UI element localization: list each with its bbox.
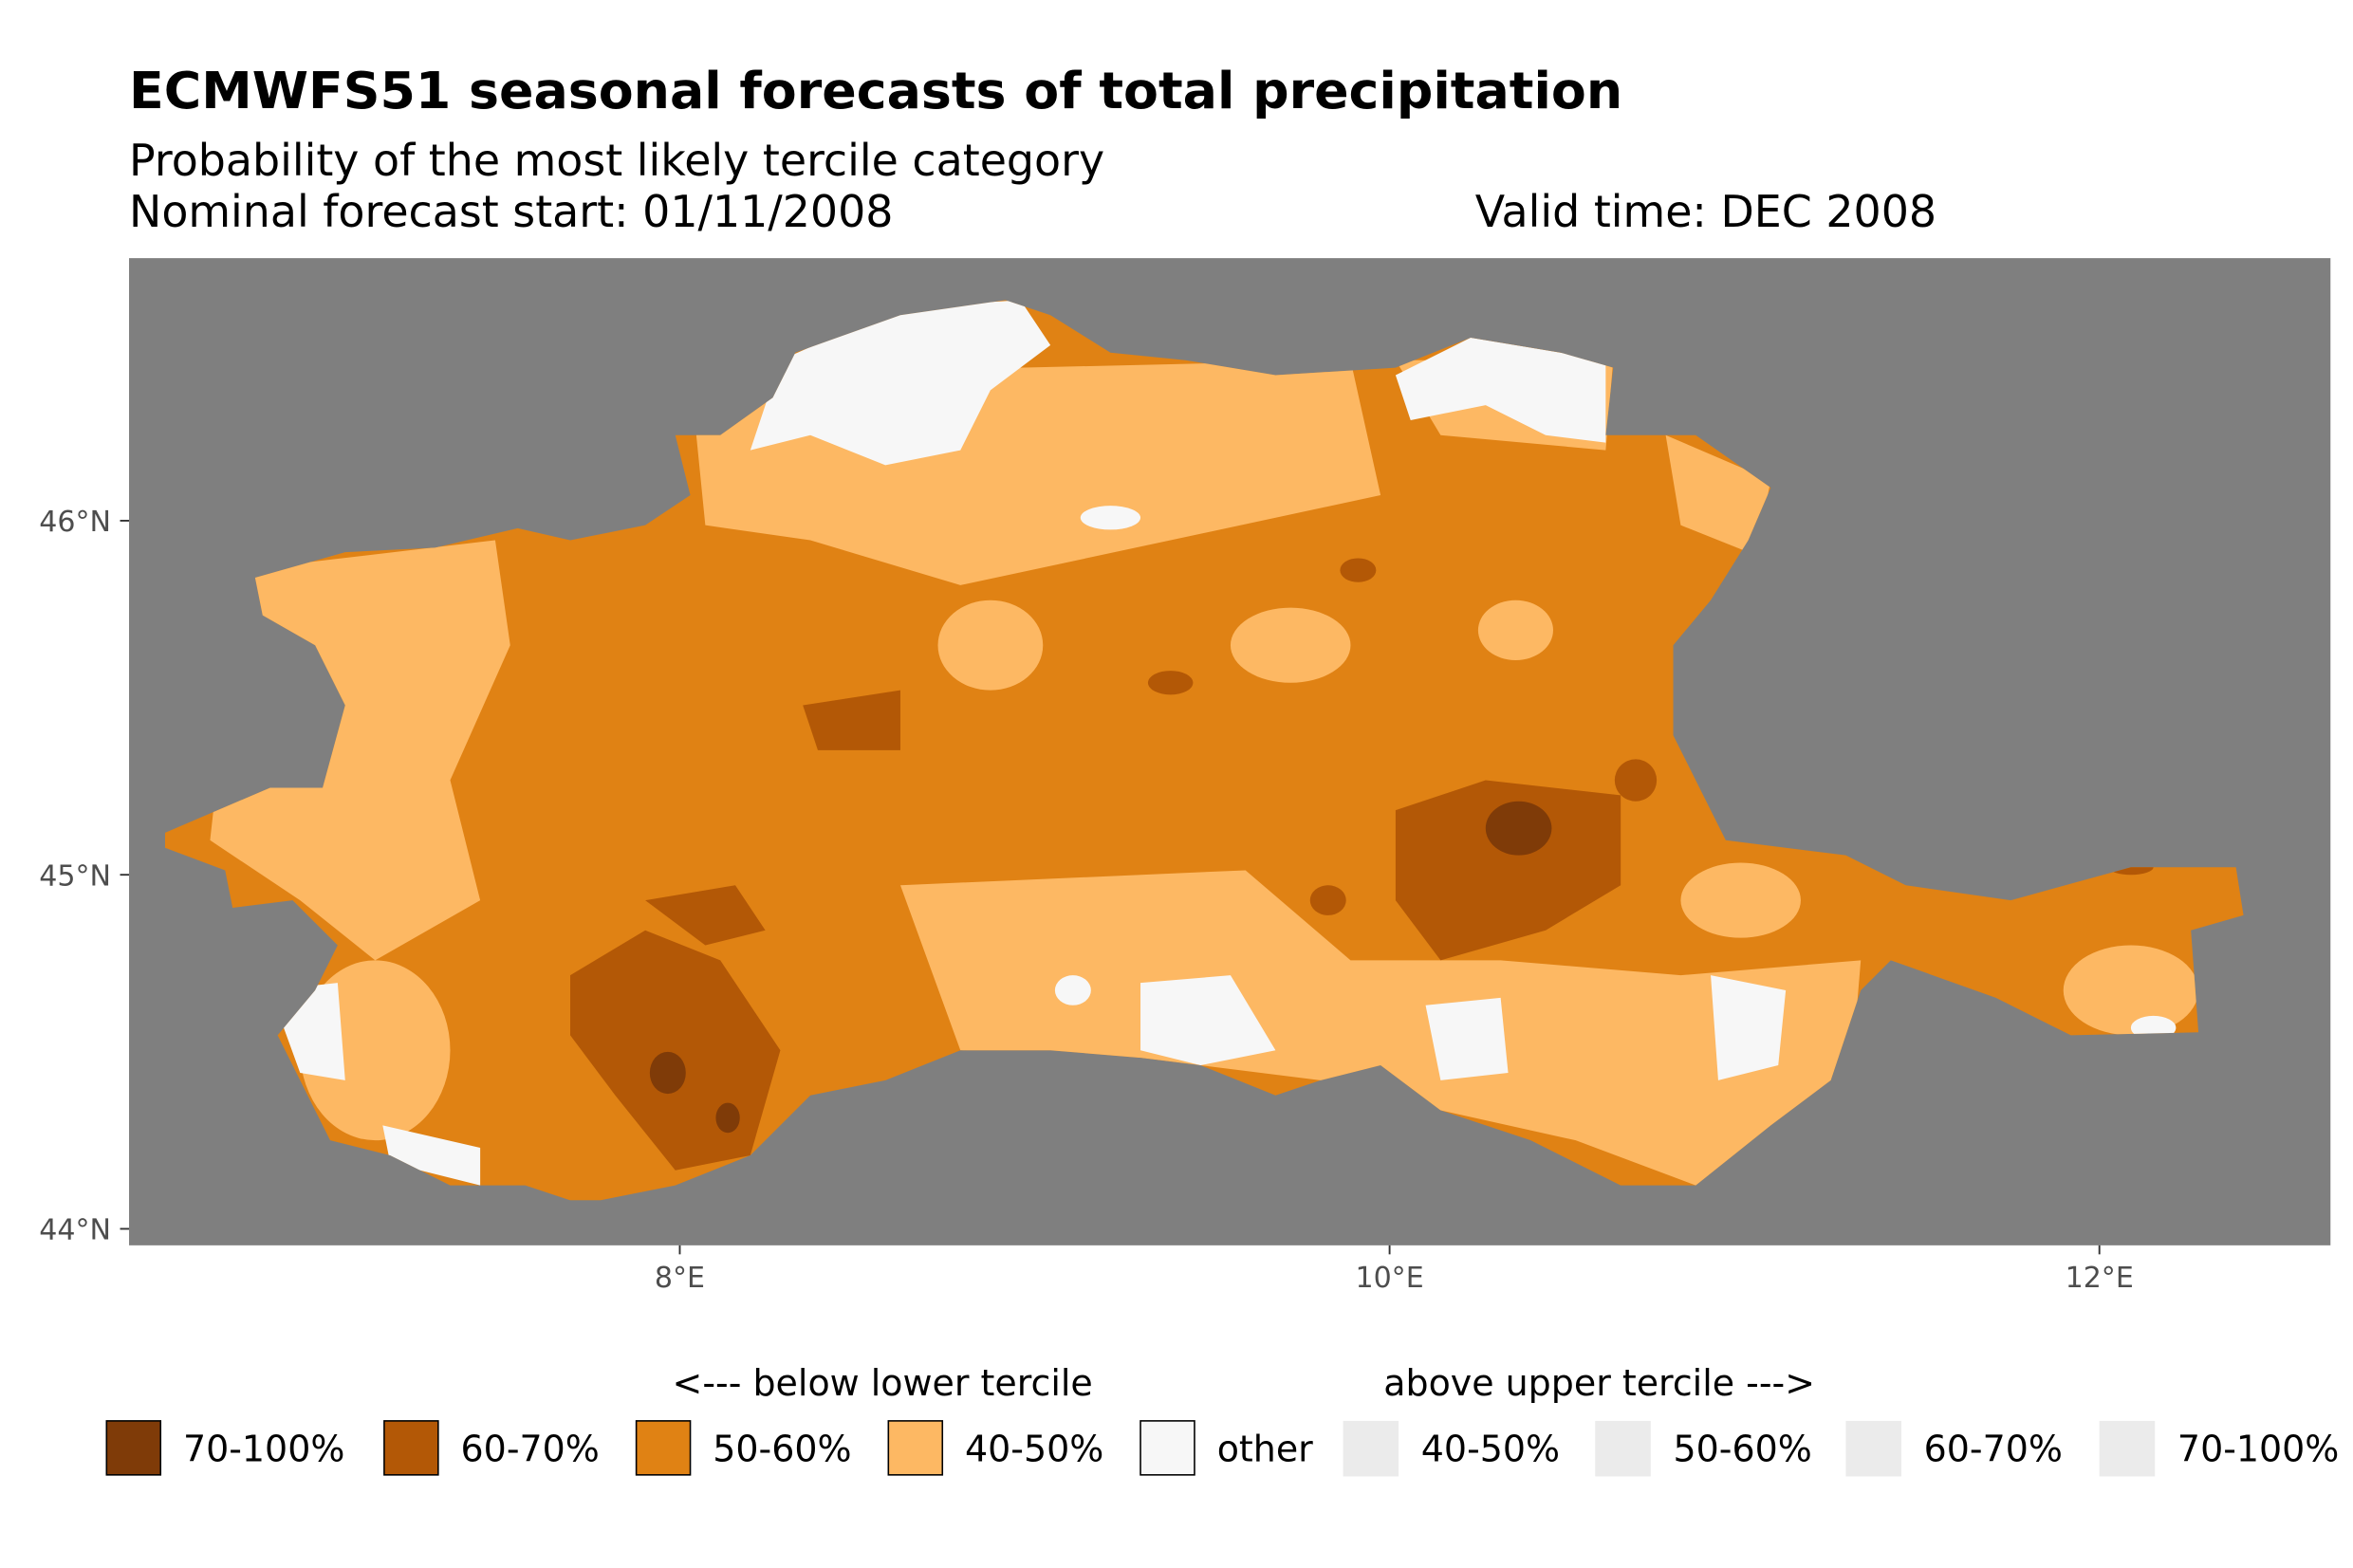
legend-label: 70-100%: [183, 1429, 344, 1470]
chart-subtitle: Probability of the most likely tercile c…: [129, 135, 1104, 186]
y-tick-label: 44°N: [39, 1214, 111, 1247]
y-axis: 46°N 45°N 44°N: [39, 506, 130, 1247]
legend-swatch: [383, 1420, 439, 1476]
forecast-start: Nominal forecast start: 01/11/2008: [129, 186, 893, 237]
legend: <--- below lower tercile above upper ter…: [105, 1362, 2339, 1477]
legend-label: 60-70%: [1924, 1429, 2063, 1470]
legend-swatch: [1845, 1420, 1901, 1477]
legend-label: 40-50%: [1421, 1429, 1560, 1470]
legend-label: other: [1217, 1429, 1313, 1470]
legend-label: 40-50%: [965, 1429, 1103, 1470]
legend-label: 50-60%: [1674, 1429, 1812, 1470]
legend-swatch: [1139, 1420, 1195, 1476]
valid-time: Valid time: DEC 2008: [1475, 186, 1936, 237]
legend-below-title: <--- below lower tercile: [673, 1362, 1093, 1404]
legend-swatch: [635, 1420, 692, 1476]
legend-label: 50-60%: [713, 1429, 851, 1470]
legend-above-title: above upper tercile --->: [1383, 1362, 1815, 1404]
legend-swatch: [105, 1420, 162, 1476]
x-tick-label: 12°E: [2066, 1262, 2134, 1295]
x-tick-label: 8°E: [655, 1262, 705, 1295]
legend-swatch: [2099, 1420, 2156, 1477]
x-tick-label: 10°E: [1355, 1262, 1423, 1295]
cells-70-100: [649, 801, 1552, 1134]
x-axis: 8°E 10°E 12°E: [655, 1245, 2134, 1295]
y-tick-label: 45°N: [39, 859, 111, 893]
legend-swatch: [1343, 1420, 1399, 1477]
chart-title: ECMWFS51 seasonal forecasts of total pre…: [129, 61, 1622, 120]
y-tick-label: 46°N: [39, 506, 111, 539]
legend-swatch: [1595, 1420, 1651, 1477]
legend-label: 60-70%: [461, 1429, 600, 1470]
legend-swatch: [887, 1420, 944, 1476]
legend-label: 70-100%: [2177, 1429, 2339, 1470]
